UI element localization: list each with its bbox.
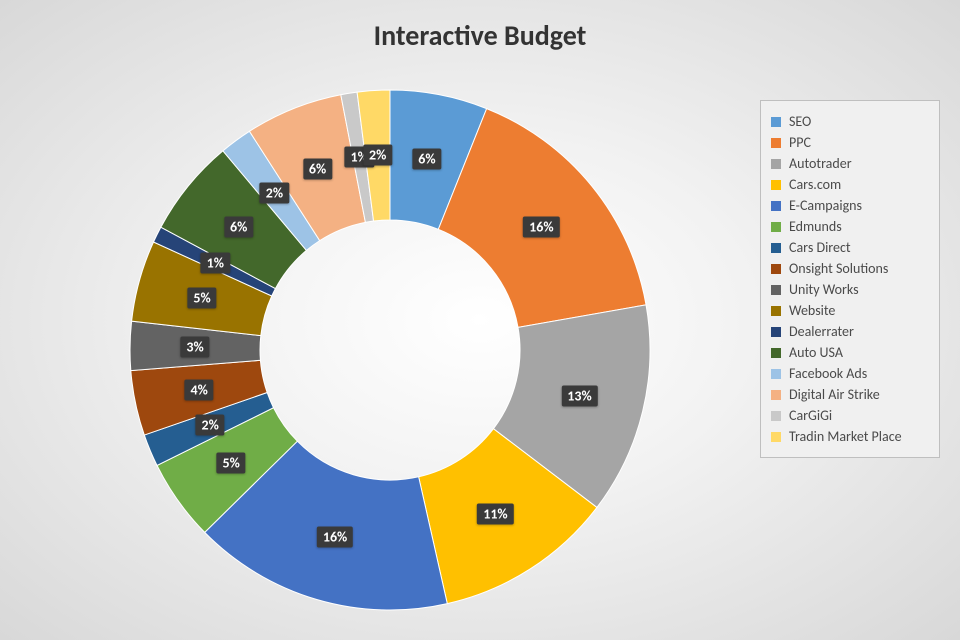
legend-item: Autotrader xyxy=(771,155,929,172)
slice-label: 6% xyxy=(303,158,332,179)
chart-title: Interactive Budget xyxy=(0,18,960,53)
slice-label: 2% xyxy=(363,145,392,166)
legend-label: Edmunds xyxy=(789,218,842,235)
legend-item: PPC xyxy=(771,134,929,151)
legend: SEO PPC Autotrader Cars.com E-Campaigns Edmun… xyxy=(760,100,940,458)
donut-chart: 6%16%13%11%16%5%2%4%3%5%1%6%2%6%1%2% xyxy=(120,80,660,620)
legend-item: Cars Direct xyxy=(771,239,929,256)
slice-label: 13% xyxy=(561,385,597,406)
legend-swatch xyxy=(771,348,781,358)
legend-swatch xyxy=(771,117,781,127)
slice-label: 3% xyxy=(180,336,209,357)
legend-item: Onsight Solutions xyxy=(771,260,929,277)
legend-label: CarGiGi xyxy=(789,407,832,424)
legend-label: Auto USA xyxy=(789,344,843,361)
legend-swatch xyxy=(771,264,781,274)
legend-item: Unity Works xyxy=(771,281,929,298)
legend-item: Dealerrater xyxy=(771,323,929,340)
slice-label: 5% xyxy=(217,453,246,474)
legend-label: Autotrader xyxy=(789,155,852,172)
legend-swatch xyxy=(771,222,781,232)
legend-item: Website xyxy=(771,302,929,319)
legend-swatch xyxy=(771,390,781,400)
legend-item: E-Campaigns xyxy=(771,197,929,214)
legend-swatch xyxy=(771,327,781,337)
legend-label: Digital Air Strike xyxy=(789,386,880,403)
legend-item: Tradin Market Place xyxy=(771,428,929,445)
slice-label: 6% xyxy=(412,148,441,169)
slice-label: 6% xyxy=(224,217,253,238)
legend-item: Edmunds xyxy=(771,218,929,235)
legend-swatch xyxy=(771,159,781,169)
legend-swatch xyxy=(771,285,781,295)
legend-item: Facebook Ads xyxy=(771,365,929,382)
slice-label: 16% xyxy=(523,217,559,238)
legend-label: Cars.com xyxy=(789,176,841,193)
legend-swatch xyxy=(771,306,781,316)
legend-swatch xyxy=(771,411,781,421)
legend-label: Tradin Market Place xyxy=(789,428,902,445)
legend-item: SEO xyxy=(771,113,929,130)
legend-label: Onsight Solutions xyxy=(789,260,888,277)
legend-swatch xyxy=(771,201,781,211)
legend-label: Cars Direct xyxy=(789,239,851,256)
legend-item: Auto USA xyxy=(771,344,929,361)
slice-label: 4% xyxy=(184,379,213,400)
legend-label: PPC xyxy=(789,134,811,151)
legend-label: SEO xyxy=(789,113,811,130)
legend-swatch xyxy=(771,243,781,253)
legend-label: E-Campaigns xyxy=(789,197,862,214)
legend-item: Cars.com xyxy=(771,176,929,193)
legend-item: Digital Air Strike xyxy=(771,386,929,403)
slice-label: 1% xyxy=(201,253,230,274)
legend-label: Website xyxy=(789,302,835,319)
legend-label: Facebook Ads xyxy=(789,365,867,382)
legend-label: Unity Works xyxy=(789,281,859,298)
legend-item: CarGiGi xyxy=(771,407,929,424)
legend-swatch xyxy=(771,432,781,442)
legend-label: Dealerrater xyxy=(789,323,854,340)
slice-label: 2% xyxy=(195,415,224,436)
legend-swatch xyxy=(771,369,781,379)
legend-swatch xyxy=(771,138,781,148)
legend-swatch xyxy=(771,180,781,190)
slice-label: 16% xyxy=(317,527,353,548)
slice-label: 2% xyxy=(260,182,289,203)
slice-label: 11% xyxy=(477,504,513,525)
slice-label: 5% xyxy=(187,288,216,309)
